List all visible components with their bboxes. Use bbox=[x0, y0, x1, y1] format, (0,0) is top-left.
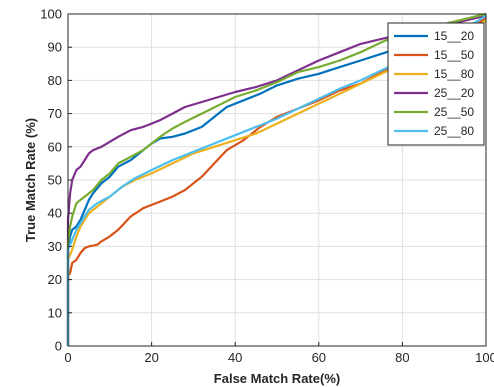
y-tick-label: 10 bbox=[48, 305, 62, 320]
legend-item: 15__20 bbox=[394, 29, 474, 43]
legend-item: 25__20 bbox=[394, 86, 474, 100]
series-line-25__50 bbox=[66, 12, 487, 346]
y-tick-label: 30 bbox=[48, 239, 62, 254]
ticks: 0 20 40 60 80 100 0 10 20 30 40 50 60 70 80 90 100 bbox=[40, 7, 494, 366]
legend-item: 25__80 bbox=[394, 124, 474, 138]
legend-item: 25__50 bbox=[394, 105, 474, 119]
y-axis-label: True Match Rate (%) bbox=[23, 118, 38, 242]
x-axis-label: False Match Rate(%) bbox=[214, 371, 340, 386]
legend-label: 25__20 bbox=[434, 86, 474, 100]
legend-label: 15__80 bbox=[434, 67, 474, 81]
y-tick-label: 90 bbox=[48, 40, 62, 55]
y-tick-label: 80 bbox=[48, 73, 62, 88]
y-tick-label: 40 bbox=[48, 206, 62, 221]
legend: 15__20 15__50 15__80 25__20 25__50 25__80 bbox=[387, 22, 485, 146]
x-tick-label: 100 bbox=[475, 350, 494, 365]
legend-label: 25__50 bbox=[434, 105, 474, 119]
legend-label: 15__20 bbox=[434, 29, 474, 43]
y-tick-label: 50 bbox=[48, 173, 62, 188]
legend-item: 15__80 bbox=[394, 67, 474, 81]
x-tick-label: 40 bbox=[228, 350, 242, 365]
y-tick-label: 70 bbox=[48, 106, 62, 121]
legend-item: 15__50 bbox=[394, 48, 474, 62]
legend-box bbox=[387, 22, 485, 146]
y-tick-label: 20 bbox=[48, 272, 62, 287]
x-tick-label: 60 bbox=[312, 350, 326, 365]
y-tick-label: 0 bbox=[55, 339, 62, 354]
legend-label: 25__80 bbox=[434, 124, 474, 138]
y-tick-label: 100 bbox=[40, 7, 62, 22]
legend-label: 15__50 bbox=[434, 48, 474, 62]
y-tick-label: 60 bbox=[48, 139, 62, 154]
x-tick-label: 80 bbox=[395, 350, 409, 365]
x-tick-label: 20 bbox=[144, 350, 158, 365]
series-line-25__20 bbox=[66, 14, 487, 346]
x-tick-label: 0 bbox=[64, 350, 71, 365]
